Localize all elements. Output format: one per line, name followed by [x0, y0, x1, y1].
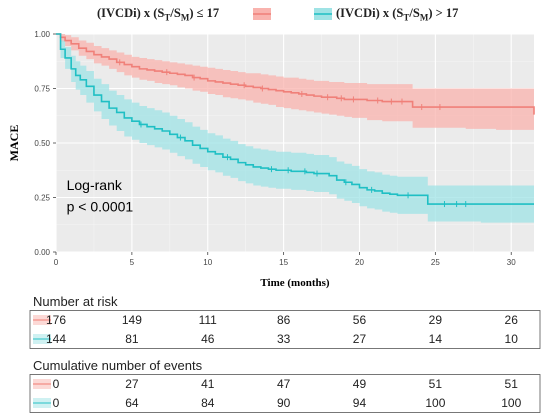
legend-keys	[253, 8, 332, 20]
x-tick-label: 5	[130, 258, 135, 267]
risk-cell: 14	[429, 332, 443, 346]
risk-table-title: Number at risk	[33, 294, 118, 309]
legend-label-group-1: (IVCDi) x (ST/SM) ≤ 17	[97, 6, 220, 23]
events-table-border	[29, 374, 541, 413]
y-axis-ticks: 0.00 0.25 0.50 0.75 1.00	[34, 30, 56, 257]
km-chart: 0.00 0.25 0.50 0.75 1.00 0 5 10 15 20 25 30 MACE T…	[7, 8, 535, 289]
x-axis-ticks: 0 5 10 15 20 25 30	[54, 252, 516, 267]
risk-cell: 10	[505, 332, 519, 346]
confidence-band-group-1	[56, 34, 534, 139]
x-tick-label: 10	[203, 258, 212, 267]
events-cell: 0	[53, 377, 60, 391]
risk-cell: 111	[199, 313, 218, 327]
x-tick-label: 30	[507, 258, 516, 267]
y-tick-label: 0.25	[34, 194, 50, 203]
events-cell: 27	[125, 377, 139, 391]
risk-cell: 46	[201, 332, 215, 346]
risk-table-border	[29, 310, 541, 349]
risk-row-key-box-group-2	[33, 334, 51, 344]
risk-cell: 29	[429, 313, 443, 327]
x-tick-label: 15	[279, 258, 288, 267]
y-axis-label: MACE	[7, 125, 21, 162]
x-tick-label: 20	[355, 258, 364, 267]
x-tick-label: 0	[54, 258, 59, 267]
events-cell: 49	[353, 377, 367, 391]
legend-label-group-2: (IVCDi) x (ST/SM) > 17	[336, 6, 459, 23]
events-cell: 64	[125, 396, 139, 410]
x-axis-label: Time (months)	[260, 277, 329, 289]
events-cell: 100	[501, 396, 521, 410]
events-row-key-box-group-1	[33, 379, 51, 389]
risk-cell: 144	[46, 332, 66, 346]
events-cell: 47	[277, 377, 291, 391]
events-table: 0 27 41 47 49 51 51 0 64 84 90 94 100 100	[29, 374, 541, 413]
risk-cell: 149	[122, 313, 142, 327]
events-cell: 100	[425, 396, 445, 410]
logrank-pvalue: p < 0.0001	[67, 199, 134, 215]
events-cell: 94	[353, 396, 367, 410]
events-table-title: Cumulative number of events	[33, 358, 203, 373]
y-tick-label: 0.75	[34, 85, 50, 94]
y-tick-label: 0.50	[34, 139, 50, 148]
events-cell: 84	[201, 396, 215, 410]
y-tick-label: 0.00	[34, 248, 50, 257]
risk-cell: 81	[125, 332, 139, 346]
survival-curve-group-1	[56, 33, 535, 115]
events-cell: 51	[429, 377, 443, 391]
risk-table: 176 149 111 86 56 29 26 144 81 46 33 27 14 10	[29, 310, 541, 349]
risk-cell: 33	[277, 332, 291, 346]
events-row-key-box-group-2	[33, 398, 51, 408]
events-cell: 41	[201, 377, 215, 391]
risk-row-key-box-group-1	[33, 315, 51, 325]
survival-curves	[56, 33, 535, 205]
censor-marks	[119, 59, 467, 208]
survival-curve-group-2	[56, 33, 534, 205]
x-tick-label: 25	[431, 258, 440, 267]
risk-cell: 27	[353, 332, 367, 346]
risk-cell: 86	[277, 313, 291, 327]
y-tick-label: 1.00	[34, 30, 50, 39]
events-cell: 51	[505, 377, 519, 391]
logrank-label: Log-rank	[67, 177, 123, 193]
events-cell: 0	[53, 396, 60, 410]
risk-cell: 176	[46, 313, 66, 327]
risk-cell: 56	[353, 313, 367, 327]
risk-cell: 26	[505, 313, 519, 327]
events-cell: 90	[277, 396, 291, 410]
